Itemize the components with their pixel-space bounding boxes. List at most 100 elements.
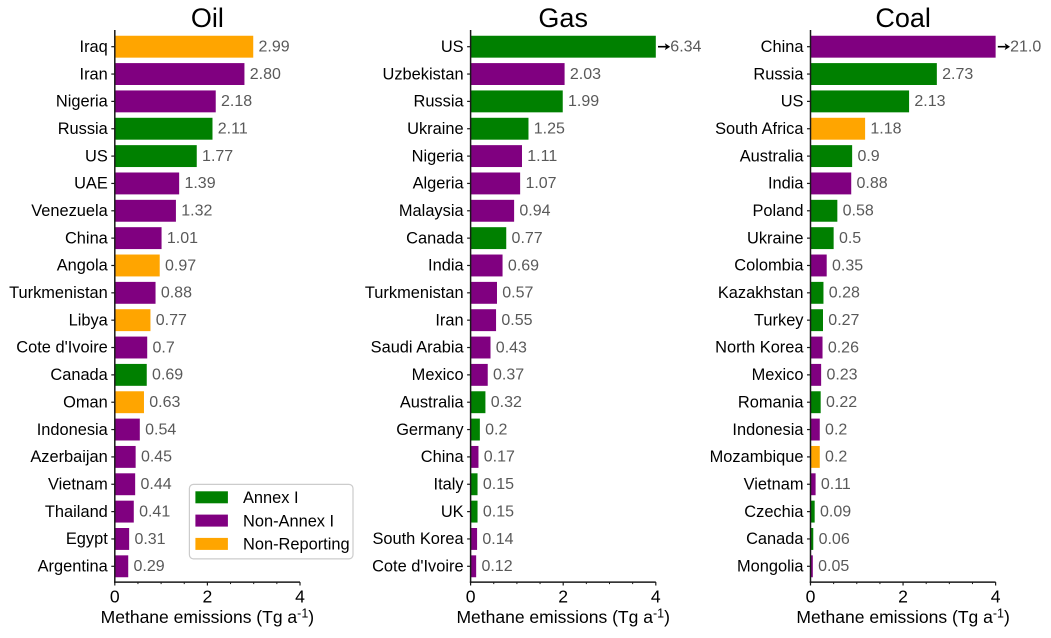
- svg-text:1.77: 1.77: [202, 148, 233, 165]
- svg-text:0.69: 0.69: [152, 367, 183, 384]
- svg-text:Canada: Canada: [746, 530, 804, 548]
- svg-text:0.44: 0.44: [140, 476, 171, 493]
- svg-text:Oman: Oman: [63, 393, 108, 411]
- svg-text:Canada: Canada: [50, 366, 108, 384]
- svg-text:South Korea: South Korea: [372, 530, 464, 548]
- svg-text:Algeria: Algeria: [413, 175, 465, 193]
- svg-text:2: 2: [203, 587, 213, 607]
- svg-text:0.88: 0.88: [161, 285, 192, 302]
- svg-text:US: US: [441, 38, 464, 56]
- svg-text:North Korea: North Korea: [715, 339, 804, 357]
- svg-text:Turkmenistan: Turkmenistan: [365, 284, 464, 302]
- svg-text:Italy: Italy: [434, 475, 465, 493]
- svg-text:0.2: 0.2: [825, 449, 847, 466]
- svg-text:India: India: [428, 257, 464, 275]
- svg-text:Australia: Australia: [740, 147, 805, 165]
- svg-text:0: 0: [466, 587, 476, 607]
- svg-text:0.55: 0.55: [501, 312, 532, 329]
- svg-text:0.94: 0.94: [519, 203, 550, 220]
- svg-text:0.2: 0.2: [825, 421, 847, 438]
- svg-text:Uzbekistan: Uzbekistan: [383, 65, 464, 83]
- svg-text:Angola: Angola: [57, 257, 109, 275]
- svg-text:2.13: 2.13: [914, 93, 945, 110]
- svg-text:0.69: 0.69: [508, 257, 539, 274]
- svg-text:2.18: 2.18: [221, 93, 252, 110]
- svg-text:Turkmenistan: Turkmenistan: [9, 284, 108, 302]
- svg-text:1.39: 1.39: [184, 175, 215, 192]
- svg-text:Czechia: Czechia: [744, 503, 804, 521]
- svg-text:0.14: 0.14: [482, 531, 513, 548]
- svg-text:Oil: Oil: [191, 3, 224, 33]
- svg-text:1.25: 1.25: [534, 121, 565, 138]
- svg-text:0.28: 0.28: [829, 285, 860, 302]
- svg-text:Turkey: Turkey: [754, 311, 804, 329]
- svg-text:Non-Reporting: Non-Reporting: [243, 536, 350, 554]
- svg-text:Russia: Russia: [58, 120, 109, 138]
- svg-text:Azerbaijan: Azerbaijan: [30, 448, 107, 466]
- svg-text:2: 2: [898, 587, 908, 607]
- svg-text:2.11: 2.11: [218, 121, 248, 138]
- svg-text:0.7: 0.7: [153, 339, 175, 356]
- svg-text:UK: UK: [441, 503, 464, 521]
- svg-text:Kazakhstan: Kazakhstan: [718, 284, 804, 302]
- svg-text:6.34: 6.34: [670, 39, 701, 56]
- svg-text:4: 4: [651, 587, 661, 607]
- svg-text:Colombia: Colombia: [734, 257, 804, 275]
- svg-text:0.09: 0.09: [820, 503, 851, 520]
- svg-text:2.03: 2.03: [570, 66, 601, 83]
- svg-text:2: 2: [558, 587, 568, 607]
- svg-text:0.26: 0.26: [828, 339, 859, 356]
- svg-text:21.0: 21.0: [1010, 39, 1041, 56]
- svg-text:0.77: 0.77: [512, 230, 543, 247]
- svg-text:0.54: 0.54: [145, 421, 176, 438]
- svg-text:US: US: [85, 147, 108, 165]
- svg-text:Ukraine: Ukraine: [747, 229, 803, 247]
- svg-text:1.11: 1.11: [527, 148, 557, 165]
- svg-text:Iran: Iran: [435, 311, 463, 329]
- svg-text:China: China: [65, 229, 109, 247]
- svg-text:0.17: 0.17: [484, 449, 515, 466]
- svg-text:Cote d'Ivoire: Cote d'Ivoire: [372, 558, 464, 576]
- svg-text:0.63: 0.63: [149, 394, 180, 411]
- svg-text:4: 4: [295, 587, 305, 607]
- svg-text:Mongolia: Mongolia: [737, 558, 804, 576]
- svg-text:0.05: 0.05: [818, 558, 849, 575]
- svg-text:Iran: Iran: [80, 65, 108, 83]
- svg-text:0.9: 0.9: [857, 148, 879, 165]
- svg-text:1.99: 1.99: [568, 93, 599, 110]
- svg-text:0.12: 0.12: [481, 558, 512, 575]
- svg-text:Vietnam: Vietnam: [744, 475, 804, 493]
- svg-text:0.11: 0.11: [821, 476, 851, 493]
- svg-text:0.15: 0.15: [483, 476, 514, 493]
- svg-text:0.32: 0.32: [491, 394, 522, 411]
- svg-text:China: China: [421, 448, 465, 466]
- svg-text:Iraq: Iraq: [80, 38, 108, 56]
- svg-text:Saudi Arabia: Saudi Arabia: [371, 339, 465, 357]
- svg-text:Annex I: Annex I: [243, 489, 299, 507]
- svg-text:Indonesia: Indonesia: [37, 421, 109, 439]
- svg-text:0.41: 0.41: [139, 503, 170, 520]
- svg-text:0.77: 0.77: [156, 312, 187, 329]
- svg-text:4: 4: [991, 587, 1001, 607]
- svg-text:0.15: 0.15: [483, 503, 514, 520]
- svg-text:1.32: 1.32: [181, 203, 212, 220]
- svg-text:1.18: 1.18: [870, 121, 901, 138]
- svg-text:Nigeria: Nigeria: [412, 147, 465, 165]
- svg-text:Russia: Russia: [413, 93, 464, 111]
- svg-text:0.5: 0.5: [839, 230, 861, 247]
- svg-text:0: 0: [806, 587, 816, 607]
- svg-text:2.73: 2.73: [942, 66, 973, 83]
- svg-text:Canada: Canada: [406, 229, 464, 247]
- svg-text:0.45: 0.45: [141, 449, 172, 466]
- svg-text:2.80: 2.80: [250, 66, 281, 83]
- svg-text:Gas: Gas: [538, 3, 588, 33]
- svg-text:0.43: 0.43: [496, 339, 527, 356]
- svg-text:0.35: 0.35: [832, 257, 863, 274]
- svg-text:0.22: 0.22: [826, 394, 857, 411]
- svg-text:Mozambique: Mozambique: [710, 448, 804, 466]
- svg-text:US: US: [781, 93, 804, 111]
- svg-text:Venezuela: Venezuela: [31, 202, 108, 220]
- svg-text:Poland: Poland: [752, 202, 803, 220]
- svg-text:Methane emissions (Tg a-1): Methane emissions (Tg a-1): [101, 607, 314, 628]
- svg-text:Vietnam: Vietnam: [48, 475, 108, 493]
